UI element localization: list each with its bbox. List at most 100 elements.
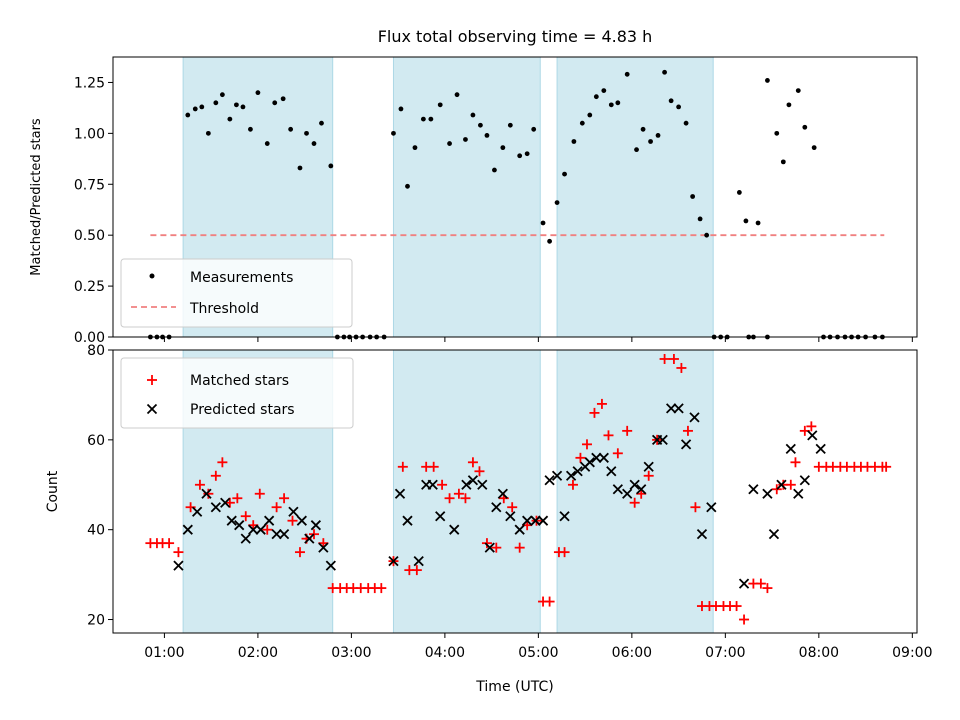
y-tick-label: 0.50: [74, 228, 105, 244]
predicted-star-point: [263, 515, 275, 526]
matched-star-point: [755, 578, 766, 589]
predicted-star-point: [689, 412, 700, 423]
measurement-point: [683, 120, 689, 126]
measurement-point: [524, 151, 530, 157]
measurement-point: [297, 165, 303, 171]
predicted-star-point: [793, 488, 804, 499]
chart-title: Flux total observing time = 4.83 h: [378, 27, 653, 46]
measurement-point: [199, 104, 205, 110]
x-tick-label: 02:00: [238, 645, 278, 661]
measurement-point: [774, 130, 780, 136]
matched-star-point: [217, 457, 228, 468]
x-tick-label: 06:00: [612, 645, 652, 661]
legend-marker-matched: [147, 375, 157, 385]
predicted-star-point: [643, 461, 654, 472]
predicted-star-point: [271, 529, 282, 540]
matched-star-point: [428, 461, 439, 472]
predicted-star-point: [606, 466, 617, 477]
measurement-point: [743, 218, 749, 224]
legend-marker-measurements: [149, 273, 155, 279]
predicted-star-point: [815, 443, 826, 454]
predicted-star-point: [799, 475, 810, 486]
top-y-axis-label: Matched/Predicted stars: [29, 118, 44, 276]
predicted-star-point: [435, 511, 446, 522]
measurement-point: [264, 141, 270, 146]
predicted-star-point: [680, 439, 692, 450]
predicted-star-point: [807, 430, 818, 441]
predicted-star-point: [559, 511, 570, 522]
predicted-star-point: [491, 502, 502, 513]
x-tick-label: 07:00: [705, 645, 745, 661]
measurements-points: [147, 69, 885, 340]
measurement-point: [272, 100, 278, 106]
predicted-star-point: [402, 515, 413, 526]
bottom-y-ticks: 20 40 60 80: [87, 343, 113, 629]
predicted-star-point: [461, 479, 472, 490]
x-axis-label: Time (UTC): [475, 679, 553, 695]
predicted-star-point: [706, 502, 717, 513]
measurement-point: [240, 104, 246, 110]
measurement-point: [640, 126, 646, 132]
measurement-point: [540, 220, 546, 226]
y-tick-label: 0.00: [74, 330, 105, 346]
predicted-star-point: [776, 479, 787, 490]
measurement-point: [562, 171, 567, 177]
predicted-star-point: [785, 443, 796, 454]
measurement-point: [587, 112, 593, 118]
predicted-star-point: [210, 502, 221, 513]
measurement-point: [579, 120, 585, 126]
legend-label-matched: Matched stars: [190, 373, 289, 389]
predicted-star-point: [629, 479, 640, 490]
predicted-star-point: [612, 484, 623, 495]
measurement-point: [248, 126, 253, 132]
measurement-point: [205, 130, 211, 136]
matched-star-point: [491, 542, 502, 553]
matched-star-point: [240, 511, 251, 522]
matched-star-point: [881, 461, 892, 472]
predicted-star-point: [768, 529, 780, 540]
predicted-star-point: [296, 515, 307, 526]
measurement-point: [447, 141, 452, 146]
y-tick-label: 20: [87, 613, 105, 629]
top-legend: Measurements Threshold: [120, 258, 353, 328]
matched-star-point: [411, 565, 422, 576]
measurement-point: [484, 133, 490, 138]
matched-star-point: [785, 479, 796, 490]
measurement-point: [227, 116, 233, 122]
top-legend-box: [120, 258, 353, 328]
predicted-star-point: [278, 529, 290, 540]
measurement-point: [391, 130, 396, 136]
predicted-star-point: [240, 533, 251, 544]
predicted-star-point: [622, 488, 633, 499]
measurement-point: [547, 238, 552, 244]
measurement-point: [615, 100, 621, 106]
predicted-star-point: [673, 403, 684, 414]
predicted-star-point: [572, 466, 583, 477]
measurement-point: [319, 120, 324, 126]
predicted-star-point: [762, 488, 773, 499]
matched-star-point: [262, 524, 273, 535]
top-y-ticks: 0.00 0.25 0.50 0.75 1.00 1.25: [74, 75, 113, 346]
measurement-point: [412, 145, 418, 151]
measurement-point: [428, 116, 434, 122]
matched-star-point: [629, 497, 640, 508]
matched-star-point: [668, 353, 679, 364]
measurement-point: [437, 102, 443, 108]
predicted-star-point: [318, 542, 329, 553]
predicted-star-point: [467, 475, 479, 486]
y-tick-label: 1.00: [74, 126, 105, 142]
matched-star-point: [659, 353, 670, 364]
shaded-interval: [392, 349, 541, 634]
y-tick-label: 0.25: [74, 279, 105, 295]
measurement-point: [507, 122, 513, 128]
x-tick-label: 08:00: [799, 645, 839, 661]
predicted-star-point: [748, 484, 759, 495]
predicted-star-point: [551, 470, 563, 481]
matched-star-point: [790, 457, 801, 468]
measurement-point: [676, 104, 682, 110]
measurement-point: [736, 190, 742, 195]
x-tick-label: 09:00: [892, 645, 932, 661]
matched-star-point: [481, 538, 492, 549]
matched-star-point: [507, 502, 518, 513]
